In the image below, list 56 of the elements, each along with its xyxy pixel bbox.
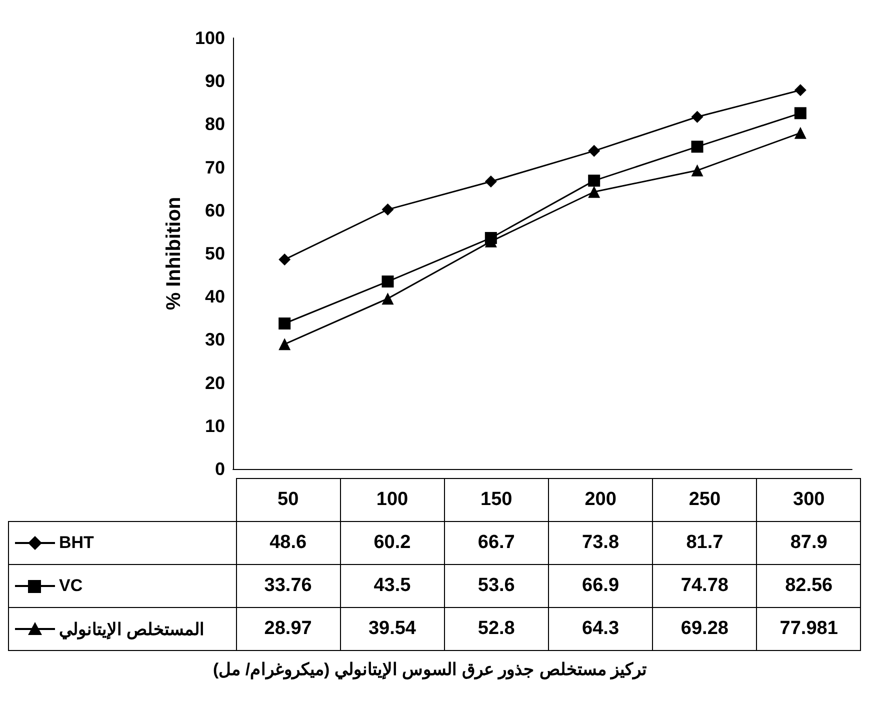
y-tick-label: 60: [204, 200, 225, 220]
point: [794, 107, 806, 120]
y-tick-label: 0: [214, 459, 225, 479]
data-label: 66.7: [444, 522, 548, 564]
data-label: 81.7: [652, 522, 757, 564]
x-tick-label: 150: [444, 478, 548, 522]
point: [382, 292, 394, 305]
legend-label: VC: [59, 576, 83, 596]
data-label: 28.97: [236, 608, 340, 650]
point: [691, 110, 704, 123]
data-label: 73.8: [548, 522, 653, 564]
point: [484, 176, 497, 188]
y-tick-label: 70: [204, 157, 225, 178]
data-label: 64.3: [548, 608, 653, 650]
data-label: 77.981: [756, 608, 861, 650]
point: [278, 338, 291, 350]
data-label: 66.9: [548, 564, 653, 608]
data-label: 52.8: [444, 608, 548, 650]
data-label: 48.6: [236, 522, 340, 564]
y-tick-label: 80: [204, 114, 225, 134]
legend-label: المستخلص الإيتانولي: [59, 618, 205, 640]
y-tick-label: 10: [204, 416, 225, 436]
data-label: 33.76: [236, 564, 340, 608]
legend-label: BHT: [59, 533, 94, 553]
y-tick-label: 20: [204, 372, 225, 393]
point: [382, 204, 394, 216]
data-label: 53.6: [444, 564, 548, 608]
point: [588, 144, 600, 157]
point: [794, 84, 806, 96]
data-label: 43.5: [340, 564, 444, 608]
data-label: 74.78: [652, 564, 757, 608]
x-tick-label: 250: [652, 478, 757, 522]
point: [588, 186, 600, 198]
data-label: 87.9: [756, 522, 861, 564]
x-tick-label: 200: [548, 478, 653, 522]
y-tick-label: 100: [194, 28, 225, 48]
x-tick-label: 50: [236, 478, 340, 522]
data-label: 39.54: [340, 608, 444, 650]
data-label: 69.28: [652, 608, 757, 650]
y-tick-label: 40: [204, 286, 225, 307]
point: [794, 126, 806, 139]
text: تركيز مستخلص جذور عرق السوس الإيتانولي (ميكروغرام/ مل): [212, 659, 648, 680]
point: [588, 174, 600, 187]
y-tick-label: 50: [204, 244, 225, 264]
point: [278, 317, 291, 330]
point: [691, 164, 704, 176]
y-tick-label: 90: [204, 71, 225, 92]
point: [691, 140, 704, 153]
data-label: 82.56: [756, 564, 861, 608]
data-label: 60.2: [340, 522, 444, 564]
point: [278, 254, 291, 266]
x-tick-label: 300: [756, 478, 861, 522]
y-axis-title: % Inhibition: [163, 196, 186, 310]
point: [382, 276, 394, 288]
y-tick-label: 30: [204, 330, 225, 350]
x-tick-label: 100: [340, 478, 444, 522]
